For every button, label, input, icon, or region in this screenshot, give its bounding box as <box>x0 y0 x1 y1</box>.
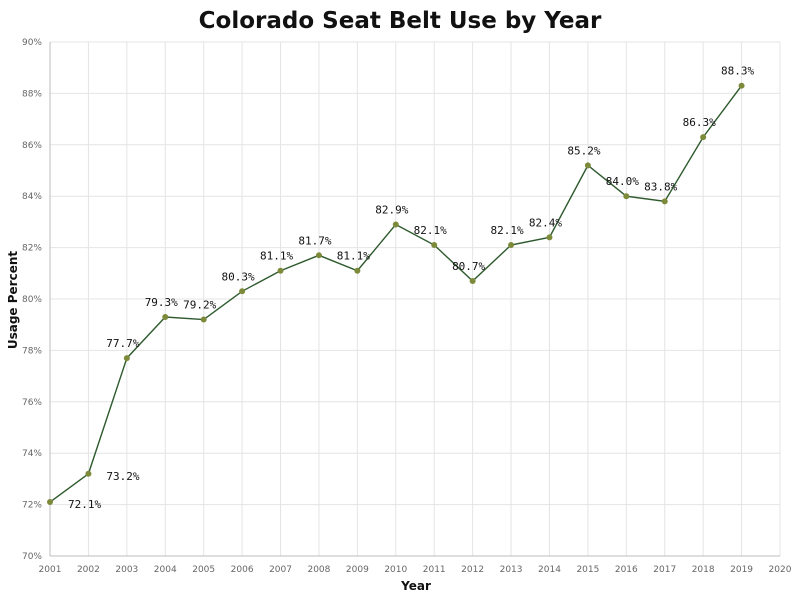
x-tick-label: 2005 <box>192 565 215 575</box>
x-tick-label: 2010 <box>384 565 407 575</box>
x-tick-label: 2004 <box>154 565 177 575</box>
data-point <box>277 267 284 274</box>
x-tick-label: 2017 <box>653 565 676 575</box>
x-tick-labels: 2001 2002 2003 2004 2005 2006 2007 2008 2009 2010… <box>39 565 792 575</box>
x-tick-label: 2002 <box>77 565 100 575</box>
data-label: 79.2% <box>183 299 216 312</box>
x-tick-label: 2012 <box>461 565 484 575</box>
y-tick-label: 90% <box>22 38 42 48</box>
data-point <box>431 242 438 249</box>
axes <box>49 42 780 557</box>
data-point <box>239 288 246 295</box>
data-point <box>584 162 591 169</box>
data-label: 80.7% <box>452 260 485 273</box>
data-label: 88.3% <box>721 65 754 78</box>
data-point <box>162 313 169 320</box>
x-tick-label: 2013 <box>500 565 523 575</box>
grid <box>50 41 781 556</box>
data-point <box>700 134 707 141</box>
data-point <box>508 242 515 249</box>
x-tick-label: 2016 <box>615 565 638 575</box>
data-label: 72.1% <box>68 498 101 511</box>
x-tick-label: 2015 <box>576 565 599 575</box>
x-tick-label: 2007 <box>269 565 292 575</box>
chart-title: Colorado Seat Belt Use by Year <box>198 8 602 34</box>
x-tick-label: 2020 <box>769 565 792 575</box>
x-tick-label: 2011 <box>423 565 446 575</box>
x-tick-label: 2019 <box>730 565 753 575</box>
data-label: 77.7% <box>106 337 139 350</box>
y-tick-labels: 70% 72% 74% 76% 78% 80% 82% 84% 86% 88% 90% <box>22 38 42 562</box>
data-label: 85.2% <box>567 144 600 157</box>
data-label: 84.0% <box>606 175 639 188</box>
data-point <box>47 499 53 506</box>
x-tick-label: 2001 <box>39 565 62 575</box>
data-label: 81.7% <box>298 234 331 247</box>
data-point <box>469 278 476 285</box>
data-label: 83.8% <box>644 180 677 193</box>
data-point <box>623 193 630 200</box>
data-label: 79.3% <box>145 296 178 309</box>
x-tick-label: 2014 <box>538 565 561 575</box>
y-tick-label: 88% <box>22 89 42 99</box>
data-label: 82.9% <box>375 203 408 216</box>
data-label: 81.1% <box>260 250 293 263</box>
data-point <box>546 234 553 241</box>
data-label: 73.2% <box>106 470 139 483</box>
data-points <box>47 82 745 506</box>
data-point <box>85 470 92 477</box>
y-tick-label: 70% <box>22 552 42 562</box>
data-label: 81.1% <box>337 250 370 263</box>
data-point <box>392 221 399 228</box>
data-label: 82.1% <box>490 224 523 237</box>
data-label: 82.1% <box>414 224 447 237</box>
y-tick-label: 78% <box>22 346 42 356</box>
x-tick-label: 2008 <box>307 565 330 575</box>
y-tick-label: 80% <box>22 295 42 305</box>
x-tick-label: 2006 <box>231 565 254 575</box>
data-point <box>200 316 207 323</box>
y-tick-label: 74% <box>22 449 42 459</box>
data-point <box>661 198 668 205</box>
y-axis-label: Usage Percent <box>6 251 20 350</box>
x-axis-label: Year <box>400 579 431 593</box>
data-point <box>354 267 361 274</box>
data-point <box>315 252 322 259</box>
x-tick-label: 2018 <box>692 565 715 575</box>
data-label: 80.3% <box>222 270 255 283</box>
y-tick-label: 84% <box>22 192 42 202</box>
y-tick-label: 72% <box>22 501 42 511</box>
x-tick-label: 2009 <box>346 565 369 575</box>
data-point <box>738 82 745 89</box>
data-labels: 72.1% 73.2% 77.7% 79.3% 79.2% 80.3% 81.1% 81.7%… <box>68 65 755 511</box>
y-tick-label: 86% <box>22 141 42 151</box>
data-point <box>123 355 130 362</box>
y-tick-label: 82% <box>22 244 42 254</box>
y-tick-label: 76% <box>22 398 42 408</box>
x-tick-label: 2003 <box>115 565 138 575</box>
data-label: 82.4% <box>529 216 562 229</box>
data-label: 86.3% <box>683 116 716 129</box>
